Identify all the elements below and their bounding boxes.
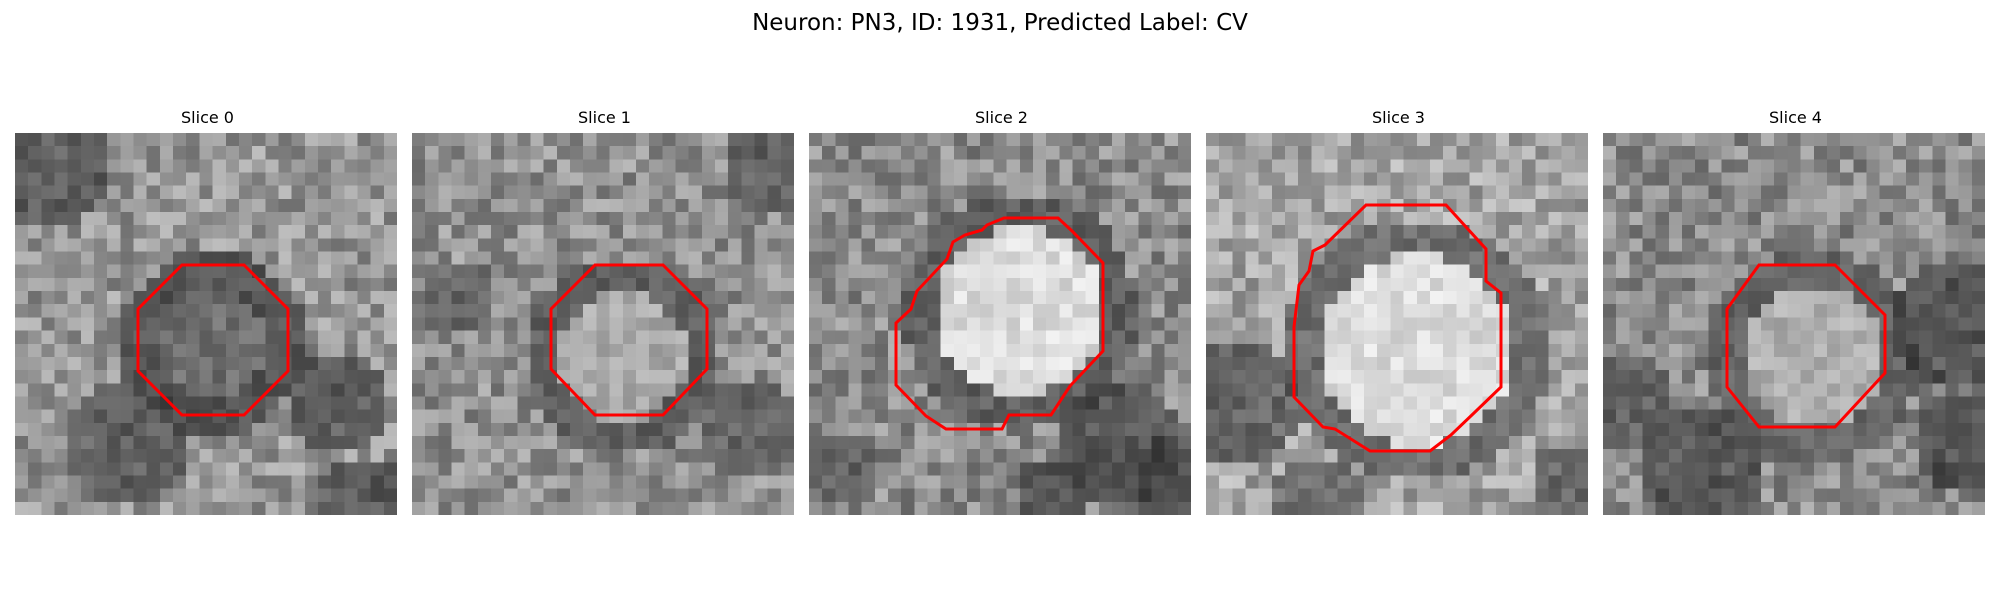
slice-image-1 bbox=[412, 133, 794, 515]
roi-contour-3 bbox=[1292, 203, 1503, 453]
slice-panel-4: Slice 4 bbox=[1603, 108, 1988, 515]
slice-panel-0: Slice 0 bbox=[15, 108, 400, 515]
slice-title-2: Slice 2 bbox=[975, 108, 1028, 127]
roi-contour-4 bbox=[1725, 263, 1887, 429]
slice-panel-2: Slice 2 bbox=[809, 108, 1194, 515]
slice-image-4 bbox=[1603, 133, 1985, 515]
slice-title-0: Slice 0 bbox=[181, 108, 234, 127]
slice-title-1: Slice 1 bbox=[578, 108, 631, 127]
slice-title-4: Slice 4 bbox=[1769, 108, 1822, 127]
slice-image-0 bbox=[15, 133, 397, 515]
slice-image-2 bbox=[809, 133, 1191, 515]
slice-panel-3: Slice 3 bbox=[1206, 108, 1591, 515]
slice-panel-1: Slice 1 bbox=[412, 108, 797, 515]
roi-contour-2 bbox=[894, 216, 1105, 431]
slice-title-3: Slice 3 bbox=[1372, 108, 1425, 127]
figure-title: Neuron: PN3, ID: 1931, Predicted Label: … bbox=[752, 10, 1248, 36]
roi-contour-1 bbox=[549, 263, 709, 417]
roi-contour-0 bbox=[136, 263, 290, 417]
